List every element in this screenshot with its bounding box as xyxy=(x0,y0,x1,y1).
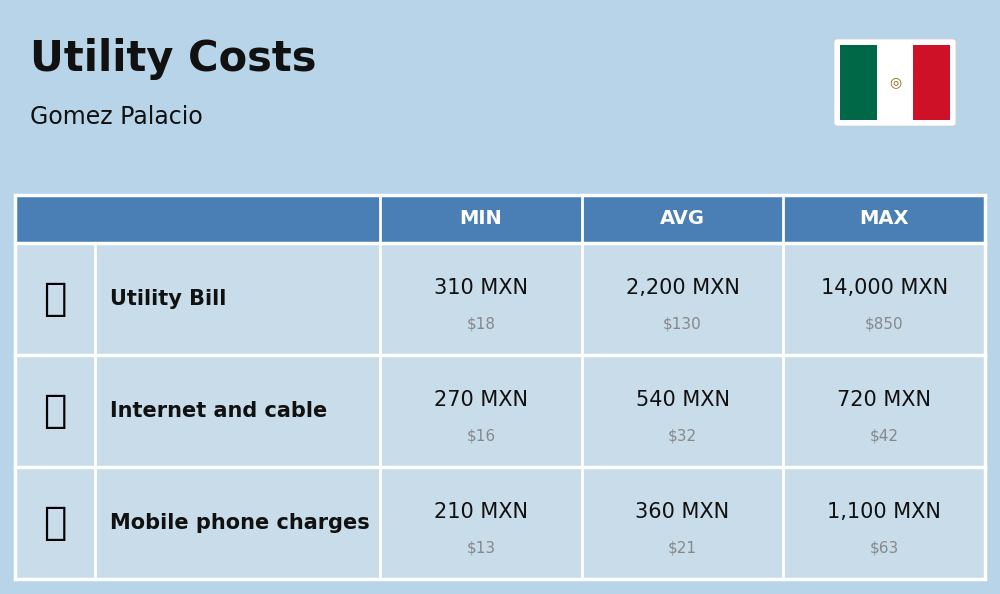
Text: $13: $13 xyxy=(466,540,495,555)
Text: 720 MXN: 720 MXN xyxy=(837,390,931,410)
Text: $63: $63 xyxy=(870,540,899,555)
Text: MIN: MIN xyxy=(459,210,502,229)
Text: Utility Costs: Utility Costs xyxy=(30,38,316,80)
Bar xyxy=(15,195,985,579)
Text: $850: $850 xyxy=(865,316,903,331)
Text: $130: $130 xyxy=(663,316,702,331)
Text: 2,200 MXN: 2,200 MXN xyxy=(626,278,739,298)
Bar xyxy=(840,45,877,120)
Bar xyxy=(15,195,95,243)
Text: $32: $32 xyxy=(668,428,697,443)
Text: Internet and cable: Internet and cable xyxy=(110,401,327,421)
Text: Gomez Palacio: Gomez Palacio xyxy=(30,105,203,129)
Bar xyxy=(15,467,985,579)
Text: Utility Bill: Utility Bill xyxy=(110,289,226,309)
Bar xyxy=(15,195,985,243)
Text: 📡: 📡 xyxy=(43,392,67,430)
Bar xyxy=(877,45,913,120)
Text: 210 MXN: 210 MXN xyxy=(434,502,528,522)
Text: 270 MXN: 270 MXN xyxy=(434,390,528,410)
Text: 14,000 MXN: 14,000 MXN xyxy=(821,278,948,298)
Text: ◎: ◎ xyxy=(889,75,901,90)
Bar xyxy=(913,45,950,120)
Text: 1,100 MXN: 1,100 MXN xyxy=(827,502,941,522)
Text: 📱: 📱 xyxy=(43,504,67,542)
Text: $16: $16 xyxy=(466,428,495,443)
Text: 310 MXN: 310 MXN xyxy=(434,278,528,298)
Text: 🔌: 🔌 xyxy=(43,280,67,318)
Text: 540 MXN: 540 MXN xyxy=(636,390,730,410)
Text: $18: $18 xyxy=(466,316,495,331)
Text: AVG: AVG xyxy=(660,210,705,229)
Text: $42: $42 xyxy=(870,428,899,443)
FancyBboxPatch shape xyxy=(834,39,956,126)
Bar xyxy=(15,243,985,355)
Text: Mobile phone charges: Mobile phone charges xyxy=(110,513,370,533)
Text: 360 MXN: 360 MXN xyxy=(635,502,730,522)
Bar xyxy=(15,355,985,467)
Text: $21: $21 xyxy=(668,540,697,555)
Text: MAX: MAX xyxy=(859,210,909,229)
